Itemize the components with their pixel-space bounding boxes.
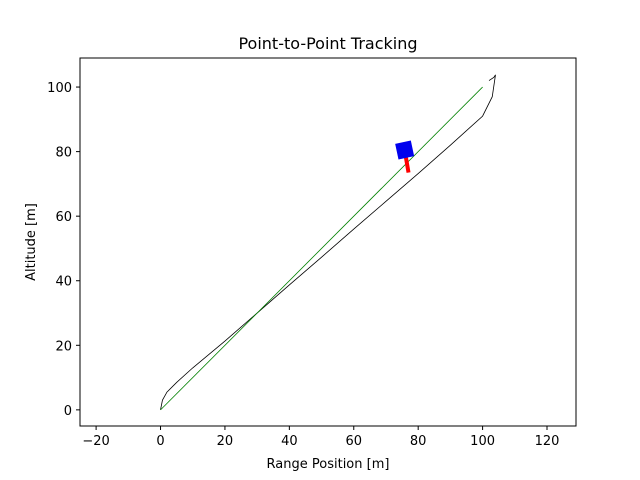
y-tick-label: 40 — [55, 275, 72, 290]
x-tick-label: 20 — [217, 434, 234, 449]
y-tick-label: 20 — [55, 339, 72, 354]
y-tick-label: 60 — [55, 210, 72, 225]
x-tick-label: 100 — [470, 434, 495, 449]
trajectory-line — [160, 74, 496, 410]
axis-ticks: −20 0 20 40 60 80 100 120 0 20 40 60 80 100 — [47, 81, 559, 449]
x-axis-label: Range Position [m] — [267, 457, 390, 472]
vehicle-body — [395, 140, 415, 160]
y-tick-label: 80 — [55, 146, 72, 161]
x-tick-label: 40 — [281, 434, 298, 449]
x-tick-label: −20 — [82, 434, 109, 449]
chart-title: Point-to-Point Tracking — [238, 34, 417, 53]
y-tick-label: 100 — [47, 81, 72, 96]
reference-line — [160, 86, 483, 411]
x-tick-label: 80 — [410, 434, 427, 449]
x-tick-label: 60 — [345, 434, 362, 449]
plot-area — [79, 57, 577, 427]
x-tick-label: 120 — [535, 434, 560, 449]
x-tick-label: 0 — [156, 434, 164, 449]
y-tick-label: 0 — [64, 404, 72, 419]
y-axis-label: Altitude [m] — [24, 203, 39, 281]
plot-frame — [79, 57, 577, 427]
